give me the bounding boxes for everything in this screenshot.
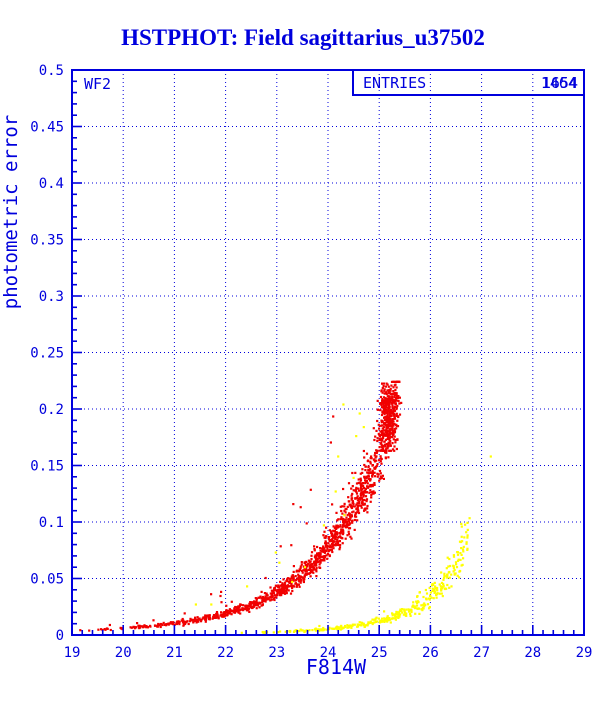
x-tick-label: 20 (115, 645, 132, 661)
y-tick-label: 0.45 (30, 120, 64, 136)
x-tick-label: 28 (524, 645, 541, 661)
y-tick-label: 0.05 (30, 572, 64, 588)
y-tick-label: 0.3 (39, 289, 64, 305)
x-tick-label: 29 (576, 645, 593, 661)
x-tick-label: 26 (422, 645, 439, 661)
y-tick-label: 0.35 (30, 233, 64, 249)
scatter-points (79, 380, 492, 634)
x-tick-label: 22 (217, 645, 234, 661)
y-axis-label: photometric error (0, 115, 22, 309)
y-tick-label: 0.15 (30, 459, 64, 475)
y-tick-label: 0.1 (39, 515, 64, 531)
chip-label: WF2 (84, 75, 111, 93)
entries-label: ENTRIES (363, 74, 426, 92)
x-tick-label: 27 (473, 645, 490, 661)
y-tick-label: 0.5 (39, 63, 64, 79)
grid-lines (72, 70, 584, 635)
x-tick-label: 25 (371, 645, 388, 661)
entries-box (352, 69, 585, 96)
x-tick-label: 21 (166, 645, 183, 661)
y-tick-label: 0.4 (39, 176, 64, 192)
x-tick-label: 19 (64, 645, 81, 661)
axis-tick-labels: 19 20 21 22 23 24 25 26 27 28 29 0 0.05 0.1 0.15 0.2 0.2… (30, 63, 592, 661)
entries-value-2: 1464 (541, 74, 577, 92)
y-tick-label: 0.2 (39, 402, 64, 418)
y-tick-label: 0 (56, 628, 64, 644)
entries-value-1: 1654 (542, 74, 578, 92)
x-tick-label: 24 (320, 645, 337, 661)
x-axis-label: F814W (306, 655, 367, 679)
y-tick-label: 0.25 (30, 346, 64, 362)
page-title: HSTPHOT: Field sagittarius_u37502 (121, 25, 485, 50)
plot-border (71, 69, 585, 636)
x-tick-label: 23 (268, 645, 285, 661)
